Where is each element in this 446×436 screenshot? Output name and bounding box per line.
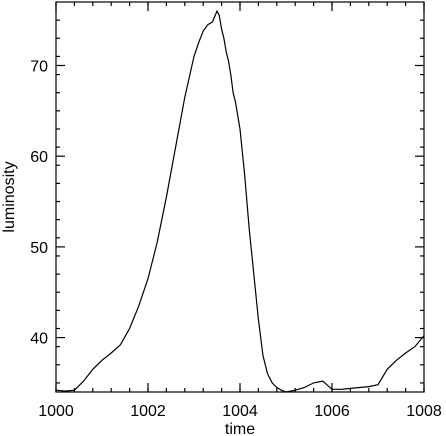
x-tick-labels: 1000 1002 1004 1006 1008 xyxy=(38,403,442,420)
y-axis-title: luminosity xyxy=(1,161,18,232)
x-tick-label: 1000 xyxy=(38,403,74,420)
y-tick-label: 50 xyxy=(30,240,48,257)
plot-frame xyxy=(55,1,425,393)
x-axis-title: time xyxy=(225,421,255,436)
x-tick-label: 1004 xyxy=(222,403,258,420)
axis-ticks xyxy=(55,2,425,392)
y-tick-labels: 40 50 60 70 xyxy=(30,58,48,347)
x-tick-label: 1008 xyxy=(406,403,442,420)
x-tick-label: 1002 xyxy=(130,403,166,420)
y-tick-label: 40 xyxy=(30,331,48,348)
y-tick-label: 60 xyxy=(30,149,48,166)
y-tick-label: 70 xyxy=(30,58,48,75)
x-tick-label: 1006 xyxy=(314,403,350,420)
luminosity-series-line xyxy=(55,9,425,393)
